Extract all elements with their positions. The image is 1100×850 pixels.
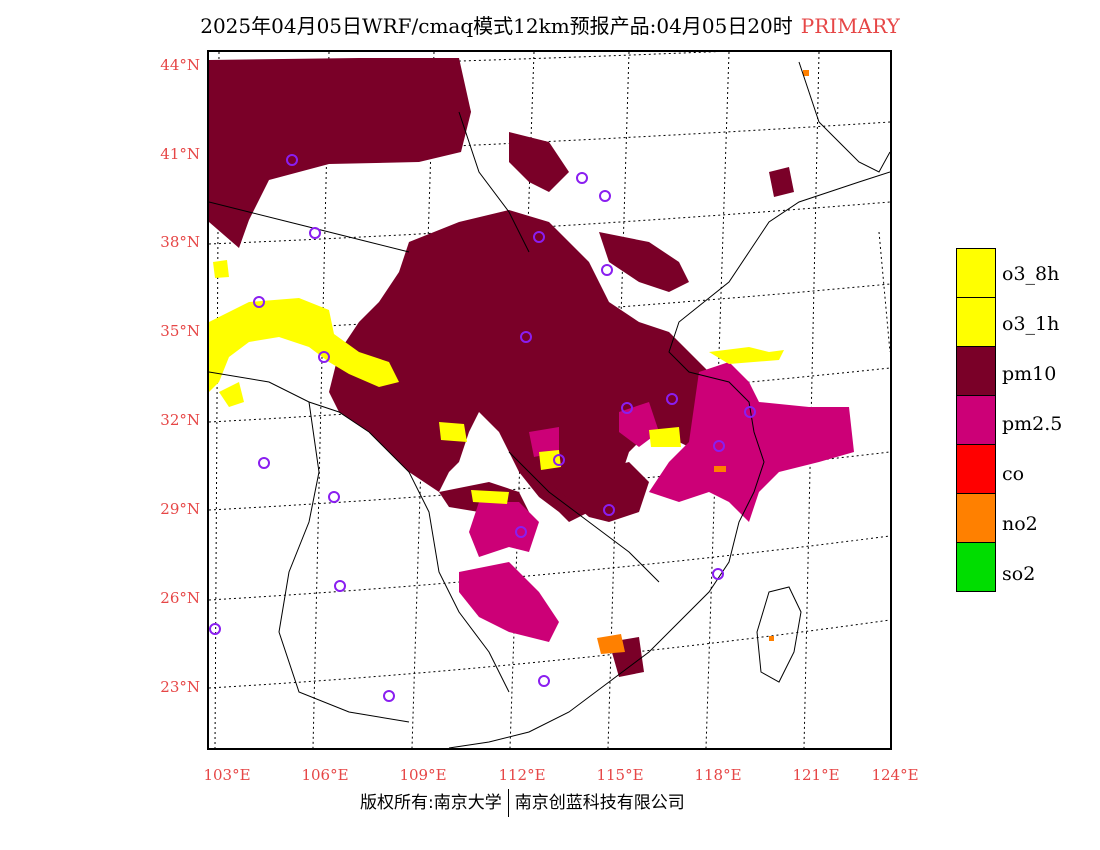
o3-region	[209, 260, 784, 504]
legend-swatch-o3-1h	[956, 297, 996, 347]
footer-separator	[507, 789, 509, 817]
lon-label: 118°E	[694, 766, 742, 784]
pm25-region	[459, 362, 854, 642]
title-tag: PRIMARY	[800, 14, 900, 38]
lat-label: 23°N	[160, 678, 200, 696]
legend-label: no2	[1002, 513, 1038, 535]
legend-swatch-pm10	[956, 346, 996, 396]
lon-label: 103°E	[203, 766, 251, 784]
map-canvas	[209, 52, 890, 748]
title-text: 2025年04月05日WRF/cmaq模式12km预报产品:04月05日20时	[200, 14, 793, 38]
map-title: 2025年04月05日WRF/cmaq模式12km预报产品:04月05日20时 P…	[0, 10, 1100, 39]
copyright-right: 南京创蓝科技有限公司	[514, 793, 685, 813]
legend-swatch-no2	[956, 493, 996, 543]
legend-swatch-so2	[956, 542, 996, 592]
copyright-left: 版权所有:南京大学	[360, 793, 502, 813]
boundary-lines	[209, 61, 890, 748]
legend-swatch-pm25	[956, 395, 996, 445]
legend-label: co	[1002, 463, 1025, 485]
lat-label: 29°N	[160, 500, 200, 518]
lon-label: 106°E	[301, 766, 349, 784]
city-markers	[209, 154, 756, 702]
legend-label: pm2.5	[1002, 413, 1063, 435]
legend-label: so2	[1002, 563, 1036, 585]
pm10-region	[209, 58, 794, 677]
legend-labels: o3_8h o3_1h pm10 pm2.5 co no2 so2	[1002, 249, 1062, 599]
legend-swatch-co	[956, 444, 996, 494]
lon-label: 121°E	[792, 766, 840, 784]
lat-label: 32°N	[160, 411, 200, 429]
lat-label: 44°N	[160, 56, 200, 74]
copyright-footer: 版权所有:南京大学 南京创蓝科技有限公司	[360, 788, 685, 817]
lat-label: 26°N	[160, 589, 200, 607]
lat-label: 38°N	[160, 233, 200, 251]
lon-label: 124°E	[871, 766, 919, 784]
legend-label: pm10	[1002, 363, 1057, 385]
legend-label: o3_8h	[1002, 263, 1060, 285]
legend-label: o3_1h	[1002, 313, 1060, 335]
lat-label: 41°N	[160, 145, 200, 163]
no2-region	[597, 70, 809, 654]
lon-label: 115°E	[596, 766, 644, 784]
pollutant-map	[207, 50, 892, 750]
lat-label: 35°N	[160, 322, 200, 340]
lon-label: 112°E	[498, 766, 546, 784]
lon-label: 109°E	[399, 766, 447, 784]
legend-swatches	[956, 248, 996, 592]
legend-swatch-o3-8h	[956, 248, 996, 298]
